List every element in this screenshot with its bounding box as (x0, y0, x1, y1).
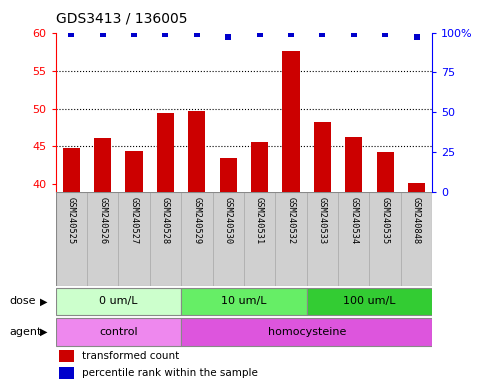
Bar (275, 192, 307, 286)
Point (412, 34, 420, 40)
Point (287, 31, 295, 37)
Bar (181, 288, 307, 315)
Bar (345, 137, 362, 192)
Text: GSM240528: GSM240528 (161, 197, 170, 244)
Bar (377, 152, 394, 192)
Bar (283, 51, 299, 192)
Text: 10 um/L: 10 um/L (221, 296, 267, 306)
Bar (59, 351, 74, 362)
Text: GSM240532: GSM240532 (286, 197, 296, 244)
Text: dose: dose (10, 296, 36, 306)
Bar (94, 138, 111, 192)
Bar (181, 192, 213, 286)
Point (256, 31, 264, 37)
Bar (307, 288, 432, 315)
Text: GSM240531: GSM240531 (255, 197, 264, 244)
Point (130, 31, 138, 37)
Text: ▶: ▶ (40, 327, 47, 337)
Point (99, 31, 107, 37)
Bar (314, 122, 331, 192)
Text: GSM240530: GSM240530 (224, 197, 233, 244)
Text: control: control (99, 326, 138, 336)
Bar (220, 158, 237, 192)
Bar (56, 318, 181, 346)
Bar (157, 113, 174, 192)
Bar (56, 288, 181, 315)
Point (224, 34, 232, 40)
Bar (188, 111, 205, 192)
Text: GSM240525: GSM240525 (67, 197, 76, 244)
Text: GSM240527: GSM240527 (129, 197, 139, 244)
Text: GSM240529: GSM240529 (192, 197, 201, 244)
Text: GSM240848: GSM240848 (412, 197, 421, 244)
Text: ▶: ▶ (40, 296, 47, 306)
Text: GSM240535: GSM240535 (381, 197, 390, 244)
Bar (251, 142, 268, 192)
Point (193, 31, 201, 37)
Bar (118, 192, 150, 286)
Point (382, 31, 389, 37)
Text: transformed count: transformed count (82, 351, 179, 361)
Bar (338, 192, 369, 286)
Text: 0 um/L: 0 um/L (99, 296, 138, 306)
Point (68, 31, 75, 37)
Bar (59, 367, 74, 379)
Bar (126, 151, 142, 192)
Bar (181, 318, 432, 346)
Bar (63, 148, 80, 192)
Text: GSM240533: GSM240533 (318, 197, 327, 244)
Point (350, 31, 357, 37)
Text: agent: agent (10, 327, 42, 337)
Text: GSM240534: GSM240534 (349, 197, 358, 244)
Bar (56, 192, 87, 286)
Bar (150, 192, 181, 286)
Bar (408, 183, 425, 192)
Bar (244, 192, 275, 286)
Bar (87, 192, 118, 286)
Bar (369, 192, 401, 286)
Point (161, 31, 170, 37)
Bar (401, 192, 432, 286)
Text: GDS3413 / 136005: GDS3413 / 136005 (56, 12, 187, 25)
Text: percentile rank within the sample: percentile rank within the sample (82, 367, 258, 377)
Text: homocysteine: homocysteine (268, 326, 346, 336)
Text: GSM240526: GSM240526 (98, 197, 107, 244)
Text: 100 um/L: 100 um/L (343, 296, 396, 306)
Point (319, 31, 327, 37)
Bar (307, 192, 338, 286)
Bar (213, 192, 244, 286)
